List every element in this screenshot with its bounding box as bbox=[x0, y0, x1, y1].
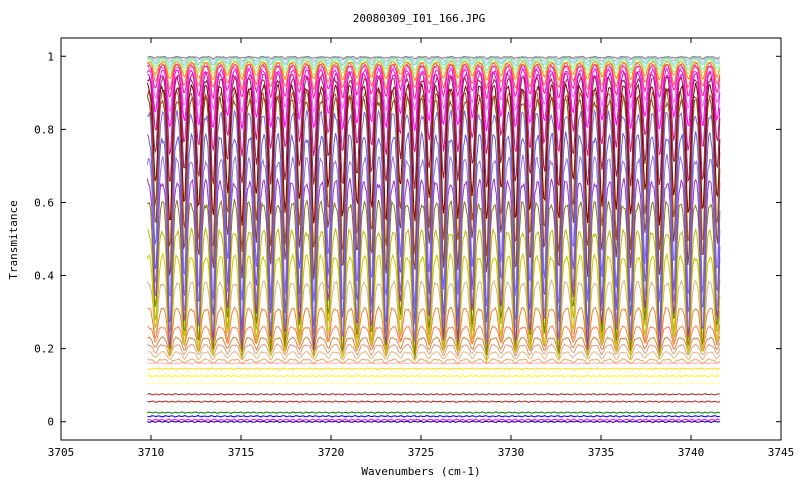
x-tick-label: 3720 bbox=[318, 446, 345, 459]
y-axis-label: Transmitance bbox=[7, 200, 20, 279]
chart-title: 20080309_I01_166.JPG bbox=[353, 12, 485, 25]
series-line bbox=[147, 420, 721, 424]
series-line bbox=[147, 109, 721, 310]
series-line bbox=[147, 70, 721, 157]
x-tick-label: 3740 bbox=[678, 446, 705, 459]
series-line bbox=[147, 411, 721, 415]
x-tick-label: 3725 bbox=[408, 446, 435, 459]
series-line bbox=[147, 361, 721, 365]
series-line bbox=[147, 367, 721, 371]
x-tick-label: 3705 bbox=[48, 446, 75, 459]
series-line bbox=[147, 55, 720, 60]
series-line bbox=[147, 414, 720, 418]
x-tick-label: 3735 bbox=[588, 446, 615, 459]
series-line bbox=[146, 131, 721, 332]
y-tick-label: 0 bbox=[47, 416, 54, 429]
series-line bbox=[146, 66, 721, 132]
ticks-group: 3705 3710 3715 3720 3725 3730 3735 3740 3745 0 0.2… bbox=[34, 38, 794, 459]
y-tick-label: 0.8 bbox=[34, 123, 54, 136]
series-line bbox=[147, 374, 720, 378]
x-axis-label: Wavenumbers (cm-1) bbox=[361, 465, 480, 478]
y-tick-label: 0.4 bbox=[34, 270, 54, 283]
series-line bbox=[147, 350, 721, 362]
series-group bbox=[146, 55, 721, 424]
series-line bbox=[147, 74, 721, 189]
x-tick-label: 3730 bbox=[498, 446, 525, 459]
series-line bbox=[147, 400, 721, 404]
series-line bbox=[147, 358, 721, 365]
x-tick-label: 3745 bbox=[768, 446, 795, 459]
x-tick-label: 3715 bbox=[228, 446, 255, 459]
series-line bbox=[147, 60, 721, 83]
series-line bbox=[146, 82, 721, 226]
y-tick-label: 1 bbox=[47, 50, 54, 63]
series-line bbox=[146, 88, 721, 257]
series-line bbox=[147, 63, 721, 101]
y-tick-label: 0.6 bbox=[34, 196, 54, 209]
series-line bbox=[147, 381, 720, 385]
y-tick-label: 0.2 bbox=[34, 343, 54, 356]
series-line bbox=[147, 61, 721, 92]
series-line bbox=[147, 57, 721, 72]
x-tick-label: 3710 bbox=[138, 446, 165, 459]
series-line bbox=[147, 418, 720, 422]
series-line bbox=[147, 392, 720, 396]
